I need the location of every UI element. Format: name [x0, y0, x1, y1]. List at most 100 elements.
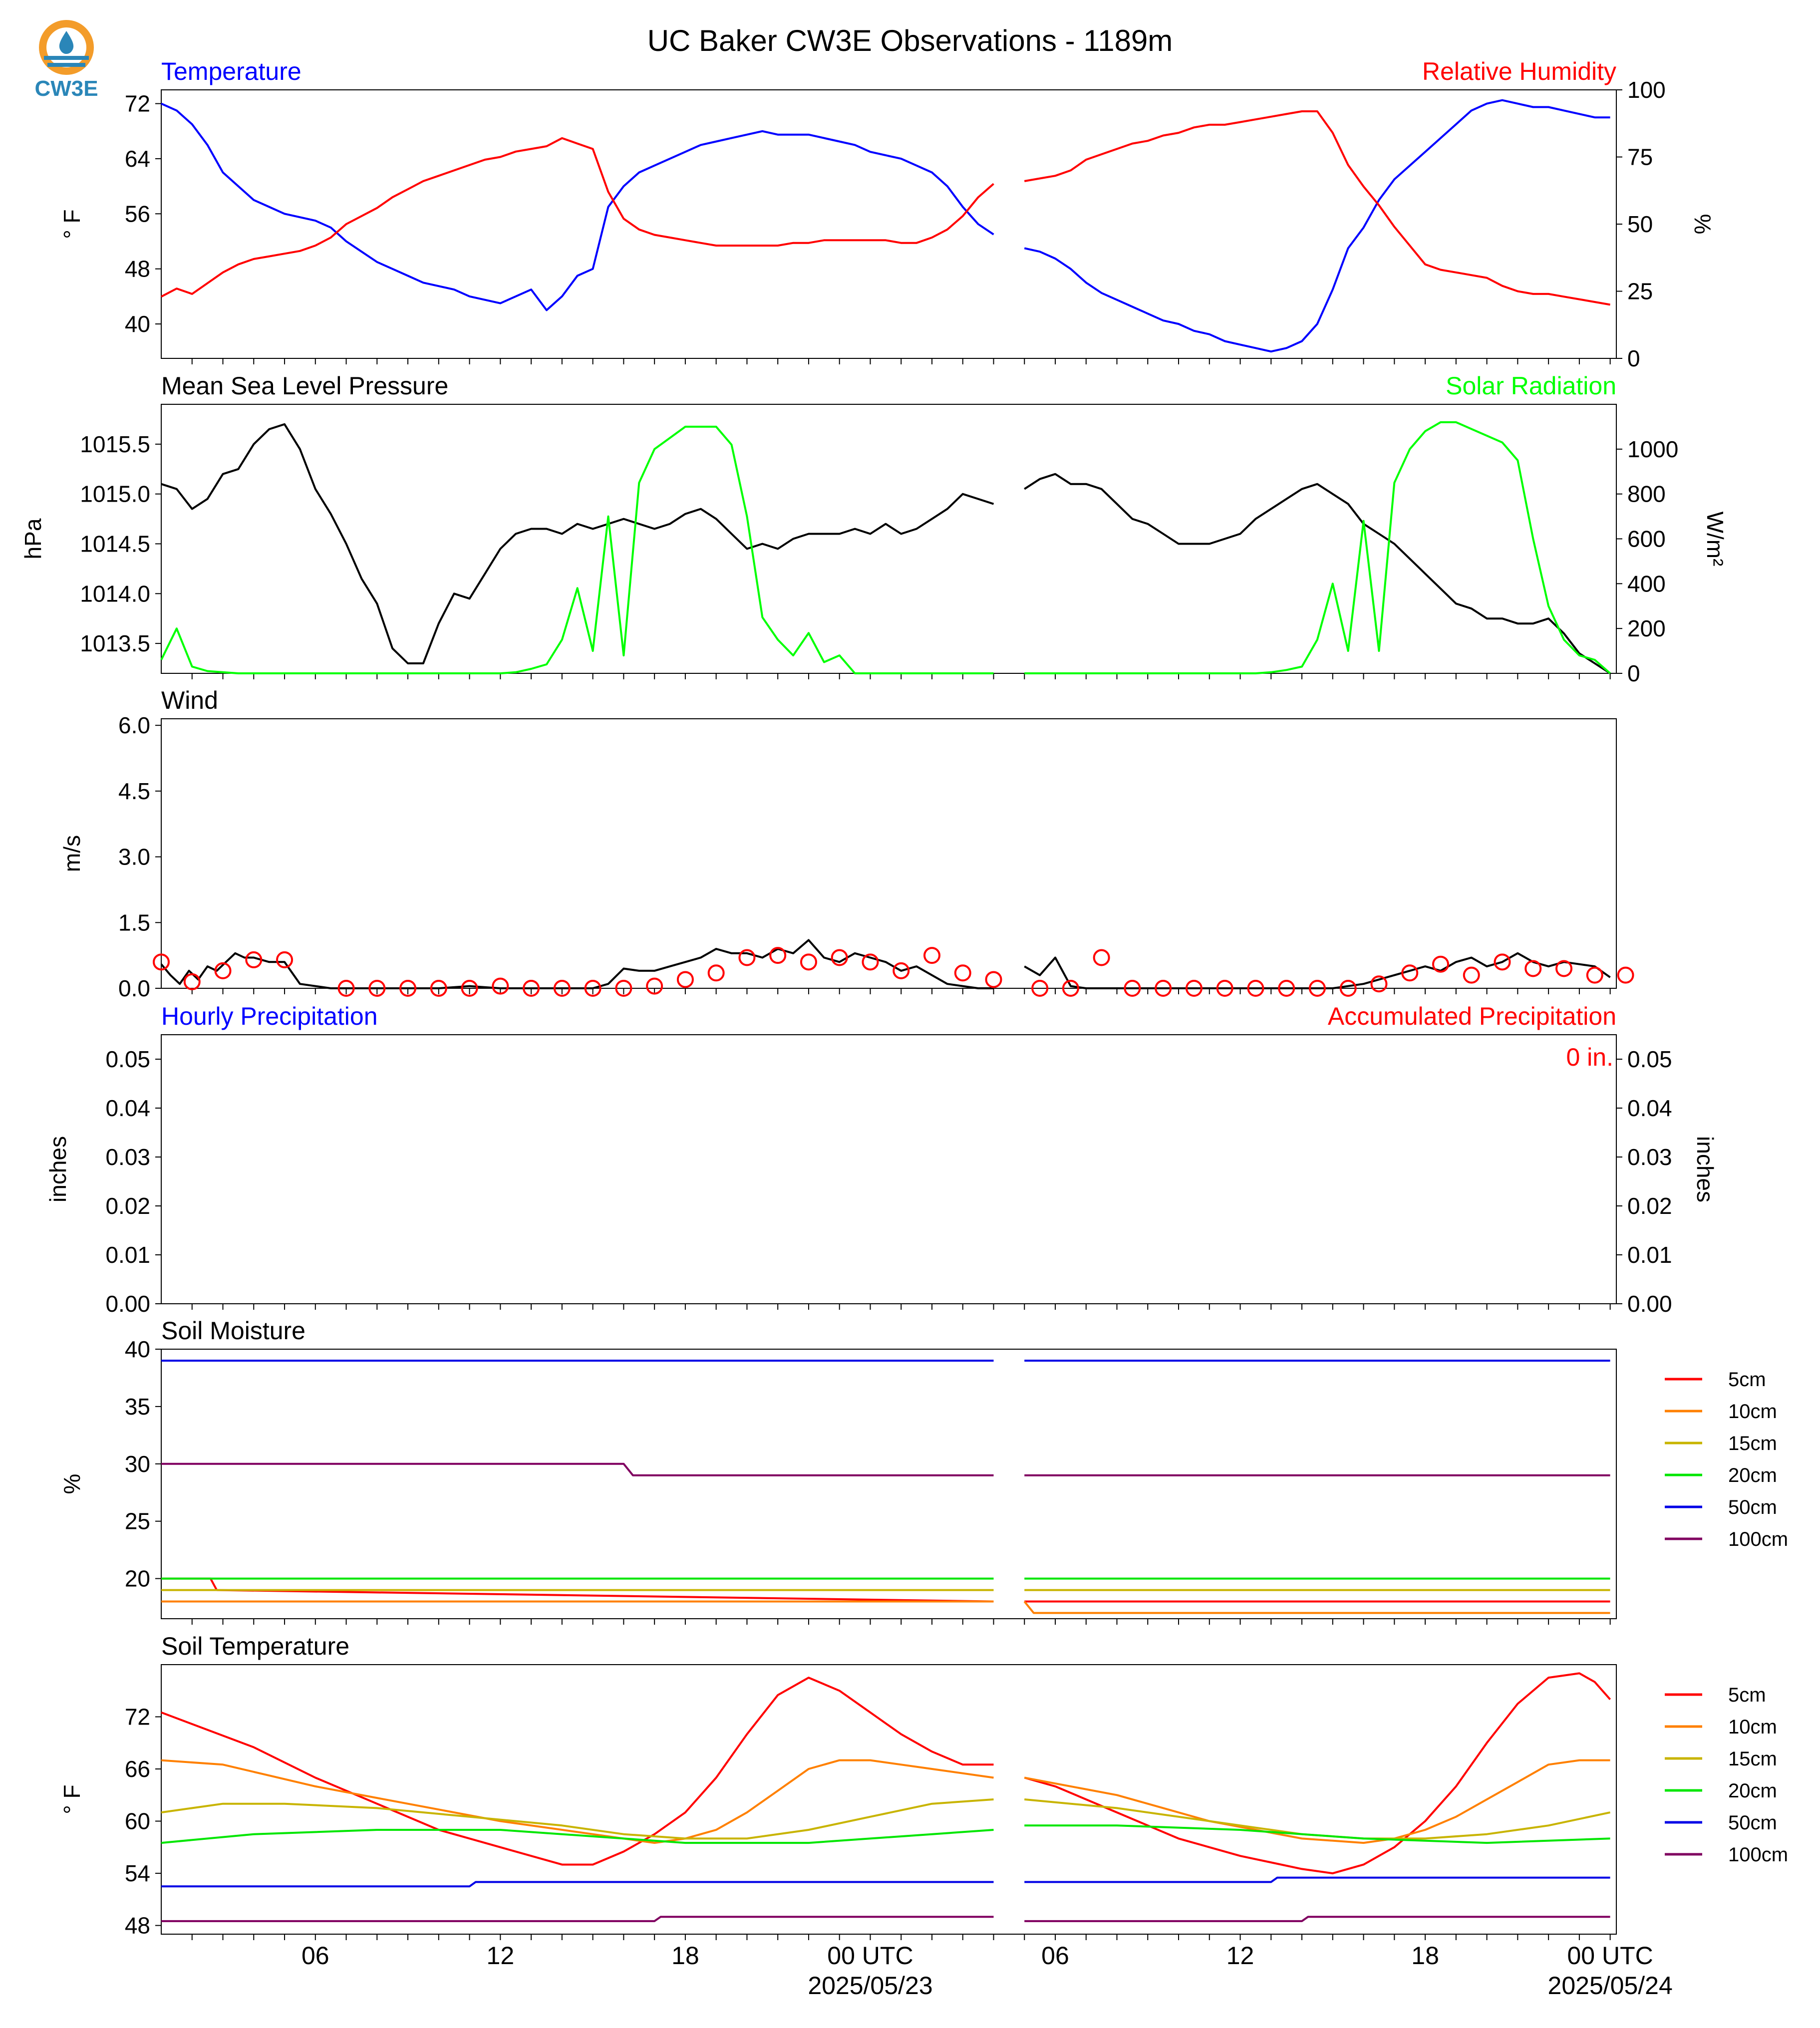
- legend-label: 10cm: [1728, 1716, 1777, 1738]
- y-axis-label-left: %: [59, 1474, 85, 1494]
- y-tick-label-left: 0.04: [105, 1095, 150, 1121]
- accumulated-precip-total: 0 in.: [1566, 1043, 1613, 1071]
- wind-gust-marker: [430, 980, 447, 997]
- wind-gust-marker: [954, 964, 971, 982]
- cw3e-wave-band-2: [47, 63, 85, 67]
- panel-precipitation: Hourly Precipitation Accumulated Precipit…: [45, 1002, 1718, 1317]
- panel-frame: [161, 89, 1617, 359]
- y-tick-label-left: 1015.5: [80, 431, 150, 457]
- panel-frame: [161, 404, 1617, 674]
- y-tick-label-left: 0.02: [105, 1193, 150, 1219]
- wind-gust-marker: [923, 947, 940, 964]
- wind-gust-marker: [646, 977, 663, 995]
- wind-gust-marker: [1093, 949, 1110, 966]
- wind-gust-marker: [1155, 980, 1172, 997]
- wind-gust-marker: [1216, 980, 1233, 997]
- wind-gust-marker: [1555, 960, 1573, 977]
- wind-gust-marker: [862, 953, 879, 971]
- y-tick-label-left: 48: [125, 1913, 150, 1939]
- cw3e-droplet-icon: [59, 31, 74, 54]
- y-tick-label-left: 0.05: [105, 1046, 150, 1072]
- wind-gust-marker: [368, 980, 386, 997]
- y-tick-label-left: 72: [125, 1704, 150, 1730]
- legend-label: 10cm: [1728, 1401, 1777, 1423]
- y-tick-label-right: 1000: [1627, 436, 1678, 462]
- wind-gust-marker: [1062, 980, 1079, 997]
- series-line-100cm: [161, 1462, 1610, 1476]
- y-axis-label-left: inches: [45, 1136, 71, 1202]
- y-axis-label-left: hPa: [20, 518, 46, 559]
- wind-gust-marker: [245, 951, 263, 968]
- x-tick-label: 06: [302, 1942, 329, 1970]
- wind-gust-marker: [1463, 966, 1480, 984]
- y-tick-label-left: 56: [125, 201, 150, 227]
- series-line-temperature: [161, 99, 1610, 353]
- wind-gust-marker: [276, 951, 294, 968]
- wind-gust-marker: [461, 980, 478, 997]
- panel-title-left: Soil Temperature: [161, 1632, 349, 1660]
- wind-gust-marker: [738, 949, 756, 966]
- x-tick-label: 00 UTC: [1567, 1942, 1653, 1970]
- cw3e-wave-band-1: [44, 56, 89, 60]
- panel-title-right: Accumulated Precipitation: [1328, 1002, 1616, 1030]
- panel-frame: [161, 1349, 1617, 1619]
- wind-gust-marker: [553, 980, 571, 997]
- y-tick-label-left: 6.0: [118, 712, 150, 738]
- y-tick-label-right: 0.03: [1627, 1144, 1672, 1170]
- chart-title: UC Baker CW3E Observations - 1189m: [647, 24, 1173, 57]
- x-date-label: 2025/05/24: [1548, 1972, 1673, 2000]
- wind-gust-marker: [615, 980, 632, 997]
- y-tick-label-right: 0.04: [1627, 1095, 1672, 1121]
- wind-gust-marker: [1617, 966, 1634, 984]
- wind-gust-marker: [183, 973, 201, 990]
- legend-label: 20cm: [1728, 1464, 1777, 1486]
- panel-title-left: Hourly Precipitation: [161, 1002, 378, 1030]
- y-tick-label-left: 66: [125, 1756, 150, 1782]
- y-tick-label-right: 0.01: [1627, 1242, 1672, 1268]
- wind-gust-marker: [492, 977, 509, 995]
- wind-gust-marker: [1031, 980, 1049, 997]
- wind-gust-marker: [985, 971, 1002, 988]
- x-tick-label: 18: [1411, 1942, 1439, 1970]
- y-axis-label-left: ° F: [59, 1784, 85, 1814]
- y-tick-label-left: 4.5: [118, 778, 150, 804]
- panel-title-right: Relative Humidity: [1422, 57, 1616, 85]
- panel-title-left: Soil Moisture: [161, 1317, 305, 1345]
- x-date-label: 2025/05/23: [808, 1972, 932, 2000]
- series-line-mean-sea-level-pressure: [161, 423, 1611, 674]
- y-axis-label-right: W/m²: [1702, 512, 1728, 567]
- wind-gust-marker: [1401, 964, 1419, 982]
- wind-gust-marker: [769, 947, 787, 964]
- legend-label: 100cm: [1728, 1844, 1788, 1866]
- y-tick-label-left: 60: [125, 1808, 150, 1834]
- y-tick-label-left: 1013.5: [80, 630, 150, 656]
- wind-gust-marker: [1308, 980, 1326, 997]
- legend-label: 5cm: [1728, 1684, 1766, 1706]
- wind-gust-marker: [1185, 980, 1203, 997]
- y-tick-label-left: 1014.5: [80, 531, 150, 557]
- y-tick-label-left: 0.0: [118, 975, 150, 1001]
- wind-gust-marker: [153, 953, 170, 971]
- wind-gust-marker: [1247, 980, 1264, 997]
- wind-gust-marker: [676, 971, 694, 988]
- legend-label: 50cm: [1728, 1812, 1777, 1834]
- y-tick-label-right: 0.02: [1627, 1193, 1672, 1219]
- y-tick-label-left: 35: [125, 1394, 150, 1420]
- y-tick-label-right: 800: [1627, 481, 1666, 507]
- y-axis-label-right: %: [1690, 214, 1716, 235]
- y-tick-label-left: 1015.0: [80, 481, 150, 507]
- panel-title-left: Temperature: [161, 57, 302, 85]
- wind-gust-marker: [1524, 960, 1542, 977]
- y-tick-label-right: 0.00: [1627, 1291, 1672, 1317]
- panel-title-left: Mean Sea Level Pressure: [161, 372, 448, 400]
- panel-temperature-rh: Temperature Relative Humidity 40 48 56 64 72 0 2…: [59, 57, 1716, 371]
- cw3e-logo: CW3E: [34, 20, 98, 101]
- y-tick-label-left: 72: [125, 91, 150, 117]
- y-tick-label-left: 40: [125, 1336, 150, 1362]
- panel-title-left: Wind: [161, 686, 218, 714]
- y-tick-label-right: 0: [1627, 660, 1640, 686]
- y-tick-label-right: 200: [1627, 615, 1666, 641]
- y-tick-label-left: 20: [125, 1566, 150, 1592]
- wind-gust-marker: [707, 964, 725, 982]
